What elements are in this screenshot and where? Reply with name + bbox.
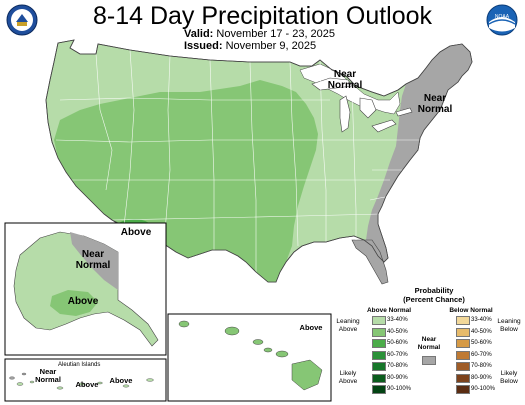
legend-above-swatch <box>372 385 386 394</box>
lake-huron <box>359 97 377 119</box>
legend-below-swatch <box>456 350 470 360</box>
commerce-seal-logo <box>6 4 38 36</box>
legend-above-row: 60-70% <box>372 350 412 360</box>
legend-above-label: 60-70% <box>387 351 408 358</box>
legend-below-label: 60-70% <box>471 351 492 358</box>
lake-ontario <box>395 107 413 117</box>
legend-above-row: 40-50% <box>372 327 412 337</box>
legend-near-swatch <box>422 356 436 365</box>
legend-below-row: 90-100% <box>456 385 496 394</box>
label-near-normal-east: Near Normal <box>417 93 453 115</box>
label-near-normal-midwest: Near Normal <box>327 69 363 91</box>
legend-below-label: 80-90% <box>471 374 492 381</box>
valid-label: Valid: <box>184 28 214 40</box>
issued-line: Issued: November 9, 2025 <box>184 40 316 52</box>
legend-below-swatch <box>456 316 470 325</box>
legend-above-swatch <box>372 350 386 360</box>
legend-below-swatch <box>456 373 470 383</box>
legend-above-label: 80-90% <box>387 374 408 381</box>
legend-below-label: 50-60% <box>471 340 492 346</box>
legend-below-swatch <box>456 339 470 348</box>
legend-below-label: 70-80% <box>471 363 492 369</box>
valid-value: November 17 - 23, 2025 <box>216 28 336 40</box>
legend-above-row: 33-40% <box>372 316 412 325</box>
issued-label: Issued: <box>184 40 223 52</box>
label-hawaii-above: Above <box>299 323 323 332</box>
legend-likely-above: Likely Above <box>338 370 358 385</box>
legend-above-label: 50-60% <box>387 340 408 346</box>
legend-above-header: Above Normal <box>366 307 412 314</box>
legend: Probability (Percent Chance) Above Norma… <box>334 286 524 404</box>
legend-below-row: 50-60% <box>456 339 496 348</box>
issued-value: November 9, 2025 <box>225 40 317 52</box>
legend-above-label: 90-100% <box>387 386 412 392</box>
legend-below-label: 33-40% <box>471 317 492 323</box>
label-alaska-near-normal: Near Normal <box>75 249 111 271</box>
label-aleutian-near-normal: Near Normal <box>35 367 61 384</box>
legend-below-header: Below Normal <box>449 307 493 314</box>
legend-above-swatch <box>372 327 386 337</box>
legend-below-swatch <box>456 327 470 337</box>
aleutian-inset-box <box>4 358 167 402</box>
legend-leaning-above: Leaning Above <box>336 318 360 333</box>
legend-above-row: 70-80% <box>372 362 412 371</box>
legend-below-row: 33-40% <box>456 316 496 325</box>
legend-below-label: 40-50% <box>471 328 492 335</box>
lake-erie <box>371 119 397 133</box>
alaska-near-normal-region <box>70 232 118 290</box>
legend-title: Probability <box>414 286 454 295</box>
legend-above-swatch <box>372 362 386 371</box>
legend-above-list: 33-40% 40-50% 50-60% 60-70% 70-80% 80-90% 90-1… <box>372 316 412 400</box>
legend-below-label: 90-100% <box>471 386 496 392</box>
legend-below-row: 60-70% <box>456 350 496 360</box>
legend-below-swatch <box>456 362 470 371</box>
legend-below-row: 70-80% <box>456 362 496 371</box>
legend-above-row: 50-60% <box>372 339 412 348</box>
legend-above-row: 80-90% <box>372 373 412 383</box>
hawaii-islands <box>178 320 323 391</box>
label-aleutian-above: Above <box>75 380 99 389</box>
aleutian-islands <box>16 378 154 390</box>
lake-michigan <box>339 95 351 133</box>
legend-near-header: Near Normal <box>417 336 441 351</box>
florida <box>351 239 389 285</box>
noaa-logo-text: NOAA <box>495 14 510 20</box>
legend-below-list: 33-40% 40-50% 50-60% 60-70% 70-80% 80-90% 90-1… <box>456 316 496 400</box>
legend-above-label: 40-50% <box>387 328 408 335</box>
legend-above-row: 90-100% <box>372 385 412 394</box>
aleutian-near-islands <box>9 372 27 380</box>
legend-leaning-below: Leaning Below <box>497 318 521 333</box>
legend-below-swatch <box>456 385 470 394</box>
legend-above-swatch <box>372 316 386 325</box>
legend-subtitle: (Percent Chance) <box>403 295 465 304</box>
near-normal-east-region <box>366 44 472 262</box>
map-title: 8-14 Day Precipitation Outlook <box>92 2 433 30</box>
label-aleutian-title: Aleutian Islands <box>58 362 101 368</box>
valid-line: Valid: November 17 - 23, 2025 <box>184 28 335 40</box>
noaa-logo: NOAA <box>486 4 518 36</box>
legend-above-label: 70-80% <box>387 363 408 369</box>
legend-above-label: 33-40% <box>387 317 408 323</box>
legend-above-swatch <box>372 339 386 348</box>
legend-below-row: 80-90% <box>456 373 496 383</box>
label-alaska-above: Above <box>67 296 99 307</box>
legend-below-row: 40-50% <box>456 327 496 337</box>
legend-above-swatch <box>372 373 386 383</box>
state-lines <box>55 49 420 272</box>
legend-likely-below: Likely Below <box>500 370 518 385</box>
label-aleutian-above-2: Above <box>109 376 133 385</box>
label-above-southwest: Above <box>120 227 152 238</box>
alaska-above-40-50-region <box>50 290 98 316</box>
